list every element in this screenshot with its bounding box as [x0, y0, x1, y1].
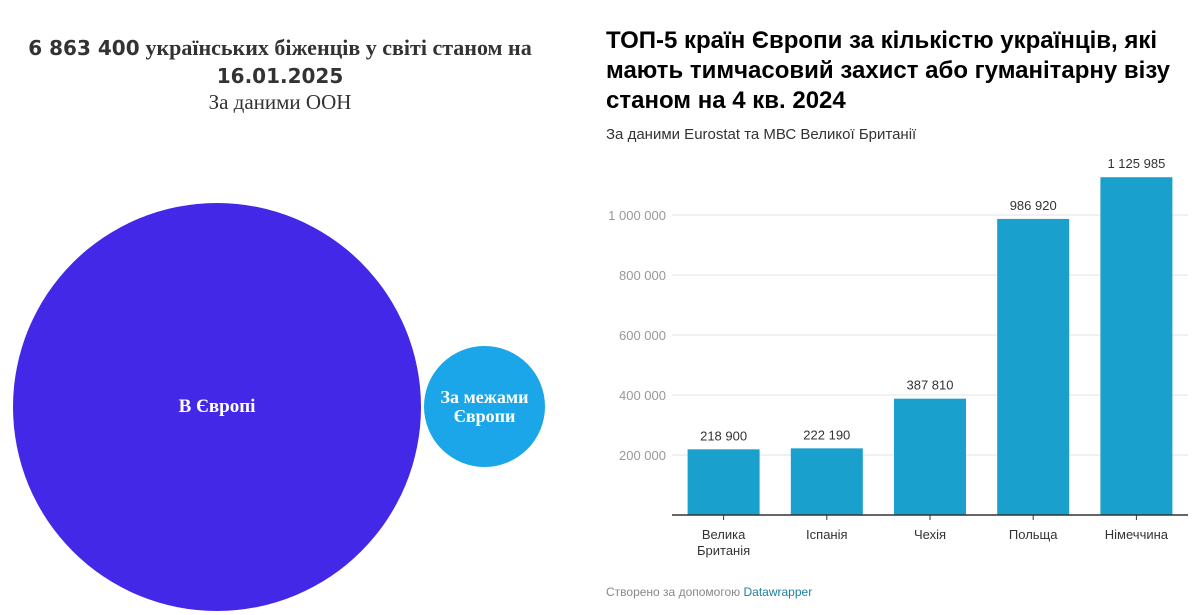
x-tick-label: Чехія	[914, 527, 946, 542]
data-label: 218 900	[700, 428, 747, 443]
y-tick-label: 200 000	[619, 448, 666, 463]
bar-chart-title: ТОП-5 країн Європи за кількістю українці…	[606, 27, 1171, 114]
x-tick-label: Іспанія	[806, 527, 848, 542]
data-label: 387 810	[907, 378, 954, 393]
footer-text: Створено за допомогою	[606, 585, 741, 599]
y-tick-label: 600 000	[619, 328, 666, 343]
title-text: українських біженців у світі станом на	[145, 35, 532, 60]
y-tick-label: 800 000	[619, 268, 666, 283]
bar-chart-subtitle: За даними Eurostat та МВС Великої Британ…	[606, 126, 917, 143]
data-label: 986 920	[1010, 198, 1057, 213]
x-tick-label: Велика Британія	[697, 527, 750, 558]
footer: Створено за допомогою Datawrapper	[606, 585, 812, 599]
bubble-outside-europe: За межами Європи	[424, 346, 545, 467]
bubble-chart-title: 6 863 400 українських біженців у світі с…	[0, 34, 560, 115]
title-date: 16.01.2025	[216, 64, 344, 88]
bubble-label: За межами Європи	[440, 386, 529, 426]
x-tick-label: Німеччина	[1105, 527, 1169, 542]
bar	[790, 448, 863, 515]
bar	[1100, 177, 1173, 515]
bar	[997, 218, 1070, 515]
bar	[687, 449, 760, 515]
bubble-europe: В Європі	[13, 203, 421, 611]
total-refugees: 6 863 400	[28, 36, 140, 60]
datawrapper-link[interactable]: Datawrapper	[743, 585, 813, 599]
bubble-label: В Європі	[178, 396, 256, 417]
data-label: 1 125 985	[1107, 156, 1165, 171]
bubble-source: За даними ООН	[208, 90, 352, 114]
y-tick-label: 1 000 000	[608, 208, 666, 223]
x-tick-label: Польща	[1009, 527, 1058, 542]
data-label: 222 190	[803, 427, 850, 442]
y-tick-label: 400 000	[619, 388, 666, 403]
bar	[894, 398, 966, 515]
